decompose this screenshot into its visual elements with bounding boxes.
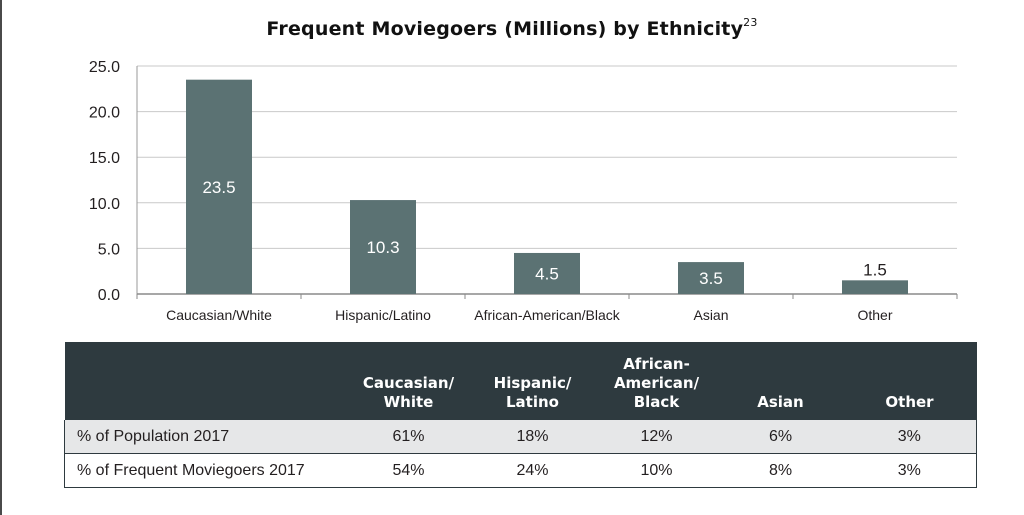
bar bbox=[514, 252, 580, 294]
x-tick-label: Hispanic/Latino bbox=[335, 307, 431, 323]
chart-title: Frequent Moviegoers (Millions) by Ethnic… bbox=[0, 16, 1024, 40]
table-cell: 10% bbox=[594, 453, 719, 488]
y-tick-label: 0.0 bbox=[98, 287, 120, 304]
bar-chart: 0.0 5.0 10.0 15.0 20.0 25.0 23.5 Caucasian/Whit… bbox=[89, 59, 958, 323]
bar bbox=[678, 262, 744, 294]
bar bbox=[350, 200, 416, 294]
table-cell: 3% bbox=[842, 453, 977, 488]
bar-value-label: 3.5 bbox=[699, 269, 723, 288]
table-cell: 18% bbox=[470, 420, 595, 454]
y-tick-label: 20.0 bbox=[89, 105, 120, 122]
table-header-cell: Other bbox=[842, 342, 977, 420]
table-cell: 6% bbox=[718, 420, 843, 454]
y-tick-label: 25.0 bbox=[89, 59, 120, 76]
table-cell: 54% bbox=[346, 453, 471, 488]
bar-value-label: 10.3 bbox=[366, 238, 399, 257]
bar-value-label: 23.5 bbox=[202, 178, 235, 197]
table-header-cell: Asian bbox=[718, 342, 843, 420]
chart-title-text: Frequent Moviegoers (Millions) by Ethnic… bbox=[266, 18, 744, 40]
x-tick-label: Other bbox=[857, 307, 892, 323]
table-row: % of Frequent Moviegoers 2017 54% 24% 10… bbox=[64, 453, 977, 488]
bar-value-label: 4.5 bbox=[535, 264, 559, 283]
row-label: % of Frequent Moviegoers 2017 bbox=[64, 453, 347, 488]
table-cell: 12% bbox=[594, 420, 719, 454]
bar bbox=[842, 280, 908, 294]
table-header-cell: African- American/Black bbox=[594, 342, 719, 420]
page-left-border bbox=[0, 0, 2, 515]
y-tick-label: 15.0 bbox=[89, 150, 120, 167]
title-footnote-ref: 23 bbox=[743, 16, 758, 29]
table-header-cell-blank bbox=[64, 342, 347, 420]
row-label: % of Population 2017 bbox=[64, 420, 347, 454]
y-tick-label: 10.0 bbox=[89, 196, 120, 213]
table-cell: 61% bbox=[346, 420, 471, 454]
x-tick-label: Asian bbox=[693, 307, 728, 323]
table-cell: 3% bbox=[842, 420, 977, 454]
bar-value-label: 1.5 bbox=[863, 260, 887, 279]
table-row: % of Population 2017 61% 18% 12% 6% 3% bbox=[64, 420, 977, 454]
table-cell: 8% bbox=[718, 453, 843, 488]
table-header-cell: Hispanic/Latino bbox=[470, 342, 595, 420]
ethnicity-table: Caucasian/White Hispanic/Latino African-… bbox=[64, 342, 977, 488]
table-cell: 24% bbox=[470, 453, 595, 488]
table-header-cell: Caucasian/White bbox=[346, 342, 471, 420]
x-tick-label: African-American/Black bbox=[474, 307, 620, 323]
table-header-row: Caucasian/White Hispanic/Latino African-… bbox=[64, 342, 977, 420]
y-tick-label: 5.0 bbox=[98, 241, 120, 258]
bar bbox=[186, 79, 252, 295]
x-tick-label: Caucasian/White bbox=[166, 307, 272, 323]
